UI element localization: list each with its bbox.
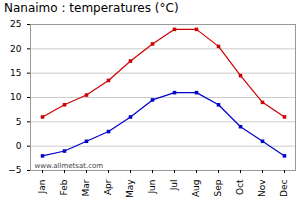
svg-text:Nov: Nov <box>257 179 267 197</box>
svg-text:Sep: Sep <box>213 179 223 196</box>
svg-text:Jan: Jan <box>37 180 47 195</box>
svg-text:Mar: Mar <box>81 179 91 196</box>
svg-text:10: 10 <box>10 92 22 102</box>
svg-text:20: 20 <box>10 44 22 54</box>
svg-text:Aug: Aug <box>191 180 201 198</box>
svg-text:Dec: Dec <box>279 179 289 196</box>
svg-text:0: 0 <box>16 141 22 151</box>
svg-text:Apr: Apr <box>103 179 113 195</box>
svg-text:Feb: Feb <box>59 179 69 195</box>
html-text:Nanaimo : temperatures (°C): Nanaimo : temperatures (°C) <box>4 1 179 15</box>
svg-text:May: May <box>125 179 135 198</box>
svg-text:Oct: Oct <box>235 179 245 195</box>
svg-text:15: 15 <box>10 68 21 78</box>
svg-text:25: 25 <box>10 19 21 29</box>
svg-text:www.allmetsat.com: www.allmetsat.com <box>35 162 104 170</box>
svg-text:Jun: Jun <box>147 180 157 195</box>
svg-text:Jul: Jul <box>169 180 179 192</box>
svg-text:5: 5 <box>16 117 22 127</box>
svg-text:−5: −5 <box>8 165 21 175</box>
